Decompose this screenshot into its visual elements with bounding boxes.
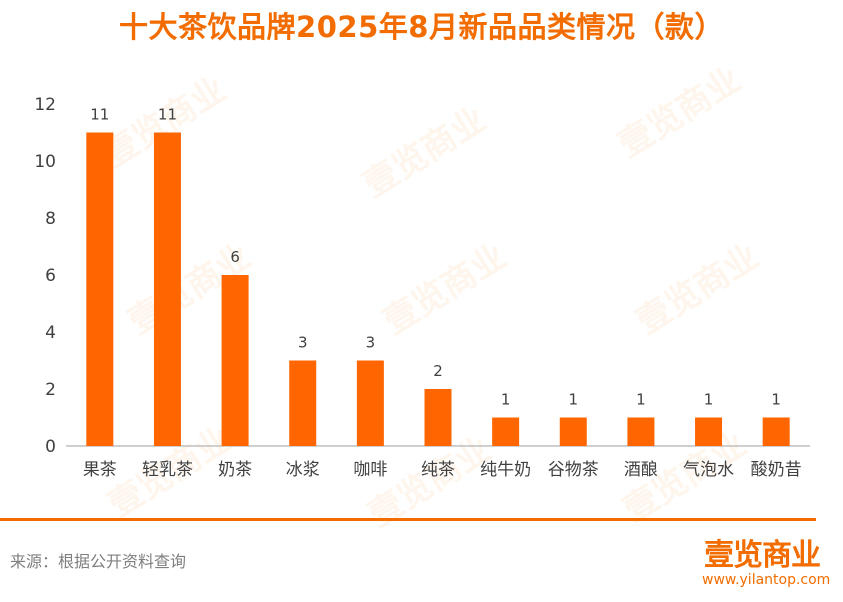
- data-label: 11: [158, 106, 177, 124]
- category-label: 气泡水: [683, 460, 734, 480]
- footer-divider: [0, 518, 816, 521]
- category-label: 果茶: [83, 460, 117, 480]
- data-label: 6: [230, 248, 240, 266]
- source-note: 来源：根据公开资料查询: [10, 552, 187, 571]
- category-labels: 果茶 轻乳茶 奶茶 冰浆 咖啡 纯茶 纯牛奶 谷物茶 酒酿 气泡水 酸奶昔: [83, 460, 802, 480]
- category-label: 酒酿: [624, 460, 658, 480]
- data-label: 1: [501, 391, 511, 409]
- logo-url: www.yilantop.com: [702, 572, 831, 588]
- category-label: 纯茶: [421, 460, 455, 480]
- data-label: 1: [568, 391, 578, 409]
- category-label: 冰浆: [286, 460, 320, 480]
- category-label: 酸奶昔: [751, 460, 802, 480]
- bar: [627, 417, 655, 446]
- data-label: 2: [433, 362, 443, 380]
- y-tick-label: 12: [34, 95, 56, 115]
- bar: [762, 417, 790, 446]
- category-label: 谷物茶: [548, 460, 599, 480]
- y-tick-label: 2: [45, 380, 56, 400]
- data-label: 11: [90, 106, 109, 124]
- y-tick-label: 6: [45, 266, 56, 286]
- category-label: 咖啡: [353, 460, 387, 480]
- y-tick-label: 0: [45, 437, 56, 457]
- category-label: 奶茶: [218, 460, 252, 480]
- data-label: 1: [771, 391, 781, 409]
- y-tick-label: 10: [34, 152, 56, 172]
- logo-name: 壹览商业: [704, 538, 821, 573]
- data-label: 3: [366, 334, 376, 352]
- bar: [424, 389, 452, 446]
- bar: [695, 417, 723, 446]
- bar: [289, 360, 317, 446]
- bars: [86, 132, 790, 446]
- bar: [492, 417, 520, 446]
- bar: [221, 275, 249, 446]
- bar: [86, 132, 114, 446]
- y-tick-label: 8: [45, 209, 56, 229]
- y-tick-label: 4: [45, 323, 56, 343]
- chart-title: 十大茶饮品牌2025年8月新品品类情况（款）: [119, 10, 724, 44]
- brand-logo: 壹览商业 www.yilantop.com: [702, 530, 832, 598]
- category-label: 纯牛奶: [480, 460, 531, 480]
- data-label: 3: [298, 334, 308, 352]
- y-axis: 0 2 4 6 8 10 12: [34, 95, 56, 457]
- bar: [559, 417, 587, 446]
- bar: [356, 360, 384, 446]
- bar: [153, 132, 181, 446]
- data-label: 1: [636, 391, 646, 409]
- category-label: 轻乳茶: [142, 460, 193, 480]
- data-label: 1: [704, 391, 714, 409]
